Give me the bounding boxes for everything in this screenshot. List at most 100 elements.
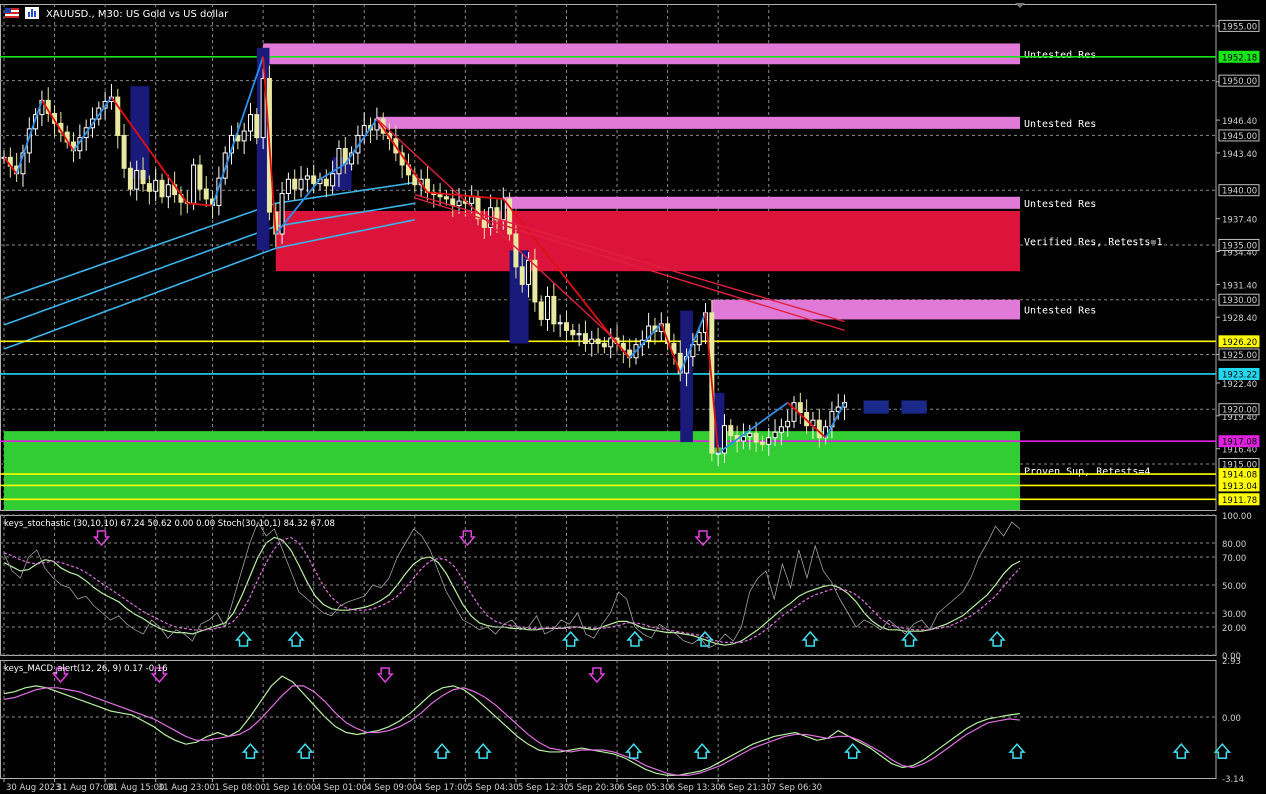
price-marker xyxy=(1218,335,1260,348)
price-marker xyxy=(1218,74,1260,87)
price-tick-label: 1919.40 xyxy=(1222,413,1257,423)
candle-body xyxy=(443,196,449,200)
candle-body xyxy=(285,178,291,194)
candle-body xyxy=(797,402,803,414)
stochastic-line xyxy=(3,521,1021,649)
price-tick-label: 1943.40 xyxy=(1222,150,1257,160)
candle-body xyxy=(247,114,253,132)
ma-band-layer xyxy=(3,181,415,350)
candle-body xyxy=(816,419,822,439)
candle-body xyxy=(526,259,532,285)
price-marker-label: 1940.00 xyxy=(1222,187,1257,197)
stoch-tick-label: 70.00 xyxy=(1222,554,1246,564)
macd-tick-label: -3.14 xyxy=(1222,775,1244,785)
zigzag-segment xyxy=(319,163,346,181)
macd-tick-label: 2.93 xyxy=(1222,657,1241,667)
arrow-up-icon xyxy=(844,743,862,759)
candle-body xyxy=(323,178,329,187)
time-tick-label: 4 Sep 09:00 xyxy=(366,783,417,793)
projection-box xyxy=(863,400,889,414)
price-marker-label: 1925.00 xyxy=(1222,351,1257,361)
trendlines-layer xyxy=(376,118,845,342)
candle-body xyxy=(747,432,753,438)
candle-body xyxy=(721,425,727,454)
price-marker-label: 1926.20 xyxy=(1222,338,1257,348)
candle-body xyxy=(456,200,462,207)
candle-body xyxy=(494,207,500,221)
macd-panel: keys_MACD_alert(12, 26, 9) 0.17 -0.16 2.9… xyxy=(0,657,1244,785)
price-marker-label: 1930.00 xyxy=(1222,296,1257,306)
candle-body xyxy=(557,322,563,325)
stoch-tick-label: 100.00 xyxy=(1222,512,1252,522)
time-tick-label: 31 Aug 23:00 xyxy=(158,783,215,793)
price-marker-label: 1917.08 xyxy=(1222,438,1257,448)
arrow-down-icon xyxy=(150,667,168,684)
price-marker xyxy=(1218,293,1260,306)
arrow-up-icon xyxy=(1008,743,1026,759)
arrow-up-icon xyxy=(234,630,253,647)
zigzag-segment xyxy=(262,56,277,235)
scroll-marker-icon[interactable] xyxy=(1015,3,1025,8)
candle-body xyxy=(696,332,702,346)
price-tick-label: 1916.40 xyxy=(1222,446,1257,456)
zigzag-segment xyxy=(679,312,707,374)
chart-bars-icon[interactable] xyxy=(25,7,39,19)
candle-body xyxy=(437,194,443,198)
stoch-tick-label: 20.00 xyxy=(1222,624,1246,634)
arrow-down-icon xyxy=(588,667,606,684)
candle-body xyxy=(785,420,791,428)
stochastic-title: keys_stochastic (30,10,10) 67.24 50.62 0… xyxy=(4,519,335,529)
time-tick-label: 4 Sep 01:00 xyxy=(316,783,367,793)
zigzag-segment xyxy=(629,323,662,359)
zone-rect xyxy=(503,196,1020,209)
stoch-tick-label: 50.00 xyxy=(1222,582,1246,592)
arrow-up-icon xyxy=(693,743,711,759)
stoch-tick-label: 30.00 xyxy=(1222,610,1246,620)
arrow-up-icon xyxy=(241,743,260,759)
arrow-up-icon xyxy=(562,630,580,647)
price-marker-label: 1911.78 xyxy=(1222,496,1257,506)
candle-body xyxy=(254,114,260,139)
candle-body xyxy=(203,188,209,200)
price-marker xyxy=(1218,348,1260,361)
candle-body xyxy=(146,183,152,192)
candle-body xyxy=(336,148,342,175)
zigzag-segment xyxy=(15,100,43,175)
candle-body xyxy=(753,432,759,443)
candle-body xyxy=(595,338,601,345)
zigzag-segment xyxy=(110,96,189,204)
arrow-up-icon xyxy=(1172,743,1190,759)
zone-rect xyxy=(711,299,1020,320)
zigzag-segment xyxy=(717,401,789,454)
candle-body xyxy=(772,431,778,439)
zone-label: Untested Res xyxy=(1024,306,1096,317)
price-marker-label: 1952.18 xyxy=(1222,53,1257,63)
time-tick-label: 6 Sep 21:30 xyxy=(720,783,771,793)
price-tick-label: 1937.40 xyxy=(1222,216,1257,226)
price-tick-label: 1922.40 xyxy=(1222,380,1257,390)
flag-icon[interactable] xyxy=(5,8,19,18)
time-tick-label: 4 Sep 17:00 xyxy=(417,783,468,793)
candle-body xyxy=(197,164,203,190)
moving-average-line xyxy=(3,202,415,326)
zigzag-segment xyxy=(824,402,846,439)
zone-label: Untested Res xyxy=(1024,119,1096,130)
candle-body xyxy=(311,175,317,185)
time-tick-label: 30 Aug 2023 xyxy=(6,783,60,793)
candle-body xyxy=(330,173,336,187)
stoch-tick-label: 0.00 xyxy=(1222,652,1241,662)
candle-body xyxy=(759,441,765,445)
candle-body xyxy=(33,114,39,130)
candle-body xyxy=(127,167,133,190)
trendline xyxy=(414,193,845,323)
zone-label: Untested Res xyxy=(1024,199,1096,210)
price-marker-label: 1915.00 xyxy=(1222,461,1257,471)
zigzag-segment xyxy=(616,342,631,359)
candle-body xyxy=(298,178,304,190)
arrow-down-icon xyxy=(694,530,712,547)
zone-label: Proven Sup, Retests=4 xyxy=(1024,467,1150,478)
candle-body xyxy=(740,436,746,442)
zone-rect xyxy=(275,211,1020,272)
zigzag-segment xyxy=(187,202,213,207)
